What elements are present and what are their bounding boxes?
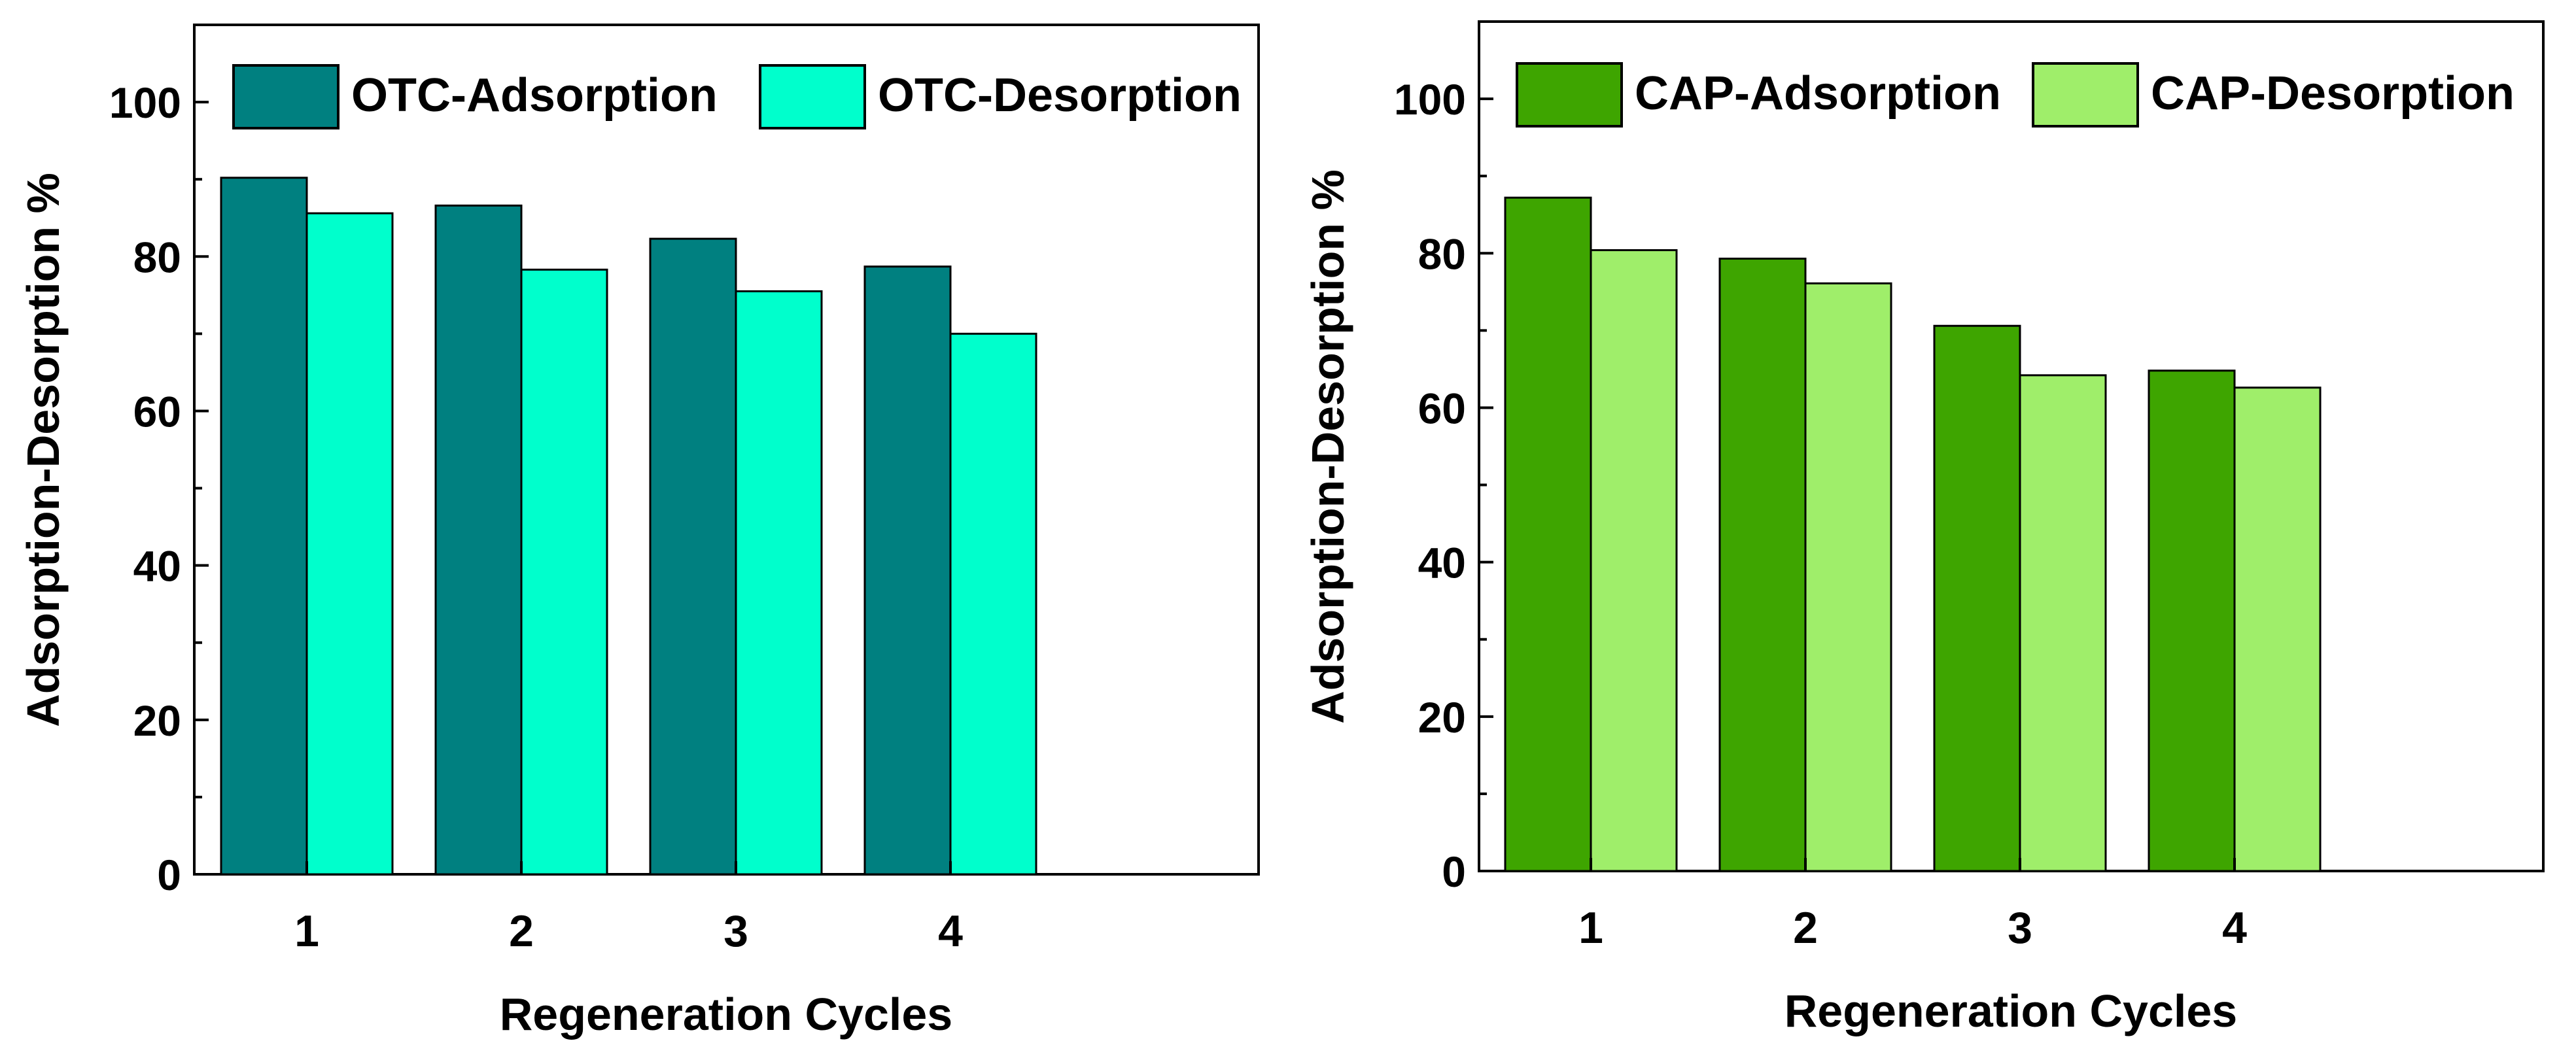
- y-tick-label: 80: [133, 233, 181, 281]
- x-tick-label: 1: [294, 906, 319, 956]
- bar-cap-adsorption-1: [1504, 196, 1592, 872]
- y-tick-label: 20: [1418, 693, 1466, 742]
- cap-chart: 0 20 40 60 80 100 1 2 3 4 CAP-Adsorption CAP-Deso…: [1302, 20, 2545, 1036]
- legend: OTC-Adsorption OTC-Desorption: [232, 64, 1242, 129]
- legend-label-cap-desorption: CAP-Desorption: [2151, 67, 2515, 120]
- legend-swatch-cap-desorption: [2032, 62, 2139, 128]
- legend-swatch-otc-desorption: [759, 64, 866, 129]
- y-tick-label: 60: [133, 387, 181, 436]
- x-tick-label: 4: [938, 906, 963, 956]
- bar-group: [1504, 196, 2322, 872]
- x-tick-label: 3: [2008, 903, 2032, 953]
- legend-label-cap-adsorption: CAP-Adsorption: [1635, 67, 2001, 120]
- x-tick-label: 4: [2222, 903, 2247, 953]
- legend-label-otc-adsorption: OTC-Adsorption: [351, 69, 718, 122]
- legend-label-otc-desorption: OTC-Desorption: [878, 69, 1242, 122]
- y-tick-label: 100: [1394, 75, 1466, 124]
- x-tick-label: 2: [1793, 903, 1818, 953]
- y-tick-label: 80: [1418, 230, 1466, 278]
- otc-chart: 0 20 40 60 80 100 1 2 3 4 OTC-Adsorption OTC-Deso…: [18, 24, 1260, 1040]
- bar-cap-adsorption-2: [1718, 258, 1807, 872]
- y-tick-label: 0: [157, 851, 181, 899]
- bar-cap-desorption-1: [1590, 249, 1678, 872]
- bar-otc-desorption-3: [735, 290, 823, 876]
- bar-group: [220, 177, 1037, 876]
- y-tick-label: 60: [1418, 384, 1466, 432]
- tick-group: 0 20 40 60 80 100 1 2 3 4: [1394, 20, 2247, 953]
- bar-cap-desorption-4: [2233, 386, 2322, 872]
- bar-cap-desorption-3: [2019, 374, 2107, 872]
- bar-otc-adsorption-3: [649, 237, 737, 876]
- y-axis-label: Adsorption-Desorption %: [1302, 169, 1353, 724]
- bar-cap-adsorption-3: [1933, 324, 2021, 872]
- y-tick-label: 40: [1418, 539, 1466, 587]
- bar-otc-adsorption-4: [863, 265, 952, 876]
- y-axis-label: Adsorption-Desorption %: [18, 173, 69, 727]
- tick-group: 0 20 40 60 80 100 1 2 3 4: [109, 24, 963, 956]
- x-axis-label: Regeneration Cycles: [1784, 985, 2237, 1036]
- legend-swatch-otc-adsorption: [232, 64, 339, 129]
- y-tick-label: 40: [133, 542, 181, 590]
- x-tick-label: 2: [509, 906, 534, 956]
- bar-otc-adsorption-1: [220, 177, 308, 876]
- bar-cap-adsorption-4: [2148, 369, 2236, 872]
- bar-otc-adsorption-2: [434, 204, 523, 876]
- y-tick-label: 0: [1442, 847, 1466, 896]
- x-tick-label: 3: [723, 906, 748, 956]
- x-axis-label: Regeneration Cycles: [500, 989, 952, 1040]
- bar-otc-desorption-4: [949, 332, 1037, 876]
- bar-otc-desorption-2: [520, 268, 608, 876]
- bar-otc-desorption-1: [305, 212, 394, 876]
- legend: CAP-Adsorption CAP-Desorption: [1516, 62, 2515, 128]
- y-tick-label: 20: [133, 696, 181, 745]
- bar-cap-desorption-2: [1804, 282, 1892, 872]
- y-tick-label: 100: [109, 78, 181, 127]
- x-tick-label: 1: [1578, 903, 1603, 953]
- legend-swatch-cap-adsorption: [1516, 62, 1623, 128]
